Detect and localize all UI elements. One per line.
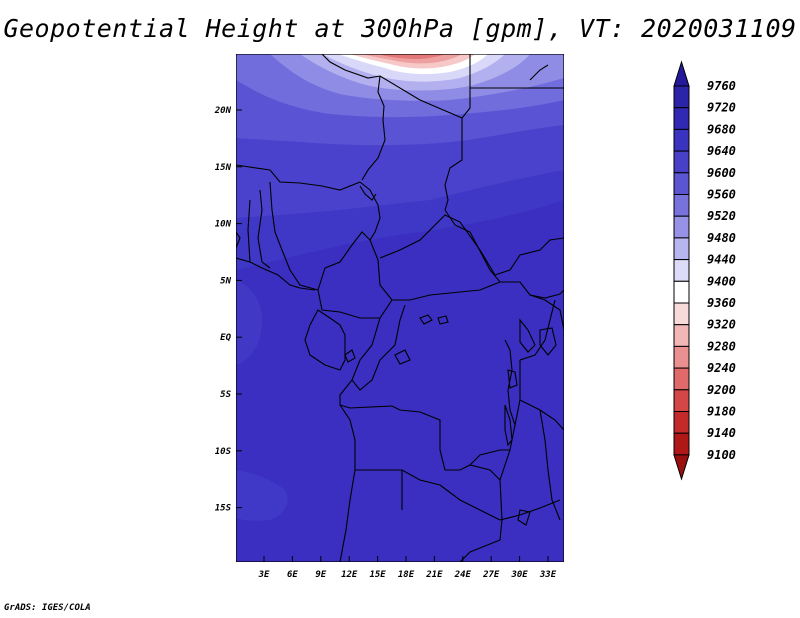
colorbar-bottom-arrow: [673, 454, 690, 481]
height-field: [236, 54, 564, 562]
latitude-axis: 20N 15N 10N 5N EQ 5S 10S 15S: [214, 106, 242, 514]
colorbar-label: 9520: [707, 209, 736, 223]
lat-tick-label: 10S: [215, 447, 232, 457]
colorbar-segment: [673, 345, 690, 369]
colorbar-segment: [673, 302, 690, 326]
colorbar-segment: [673, 85, 690, 109]
colorbar-label: 9360: [707, 296, 736, 310]
colorbar-segment: [673, 237, 690, 261]
longitude-axis: 3E 6E 9E 12E 15E 18E 21E 24E 27E 30E 33E: [258, 556, 557, 580]
lon-tick-label: 12E: [341, 570, 358, 580]
colorbar-label: 9560: [707, 188, 736, 202]
lat-tick-label: 20N: [214, 106, 232, 116]
colorbar-segment: [673, 389, 690, 412]
lon-tick-label: 27E: [482, 570, 500, 580]
colorbar: 9760 9720 9680 9640 9600 9560 9520 9480 9440 9400…: [673, 60, 736, 481]
lon-tick-label: 18E: [398, 570, 415, 580]
colorbar-label: 9100: [707, 448, 736, 462]
lat-tick-label: 15N: [215, 163, 232, 173]
lon-tick-label: 21E: [425, 570, 443, 580]
field-band-11: [378, 54, 445, 59]
lon-tick-label: 24E: [454, 570, 472, 580]
colorbar-segment: [673, 411, 690, 434]
colorbar-label: 9720: [707, 101, 736, 115]
lon-tick-label: 15E: [369, 570, 386, 580]
colorbar-label: 9680: [707, 122, 736, 136]
credit-label: GrADS: IGES/COLA: [4, 603, 91, 613]
colorbar-label: 9200: [707, 383, 736, 397]
colorbar-segment: [673, 107, 690, 130]
colorbar-top-arrow: [673, 60, 690, 87]
borders: [236, 54, 564, 562]
colorbar-label: 9480: [707, 231, 736, 245]
lon-tick-label: 3E: [258, 570, 270, 580]
lon-tick-label: 6E: [287, 570, 298, 580]
lat-tick-label: EQ: [220, 333, 231, 343]
colorbar-segment: [673, 324, 690, 347]
colorbar-label: 9320: [707, 318, 736, 332]
lat-tick-label: 10N: [215, 220, 232, 230]
lon-tick-label: 33E: [539, 570, 557, 580]
colorbar-label: 9640: [707, 144, 736, 158]
colorbar-label: 9400: [707, 274, 736, 288]
colorbar-segment: [673, 367, 690, 391]
colorbar-segment: [673, 194, 690, 217]
colorbar-segment: [673, 215, 690, 239]
colorbar-label: 9240: [707, 361, 736, 375]
colorbar-segment: [673, 259, 690, 282]
lon-tick-label: 30E: [510, 570, 528, 580]
lat-tick-label: 5N: [220, 276, 231, 286]
field-patch-sw: [236, 470, 288, 521]
colorbar-segment: [673, 128, 690, 152]
lat-tick-label: 5S: [220, 390, 231, 400]
colorbar-label: 9180: [707, 405, 736, 419]
colorbar-segment: [673, 172, 690, 196]
colorbar-label: 9280: [707, 339, 736, 353]
lon-tick-label: 9E: [315, 570, 326, 580]
colorbar-label: 9760: [707, 79, 736, 93]
colorbar-segment: [673, 432, 690, 456]
colorbar-label: 9600: [707, 166, 736, 180]
colorbar-segment: [673, 280, 690, 304]
colorbar-segment: [673, 150, 690, 174]
colorbar-label: 9440: [707, 253, 736, 267]
map-title: Geopotential Height at 300hPa [gpm], VT:…: [3, 14, 797, 43]
colorbar-label: 9140: [707, 426, 736, 440]
lat-tick-label: 15S: [215, 504, 232, 514]
field-patch-west: [236, 280, 262, 365]
